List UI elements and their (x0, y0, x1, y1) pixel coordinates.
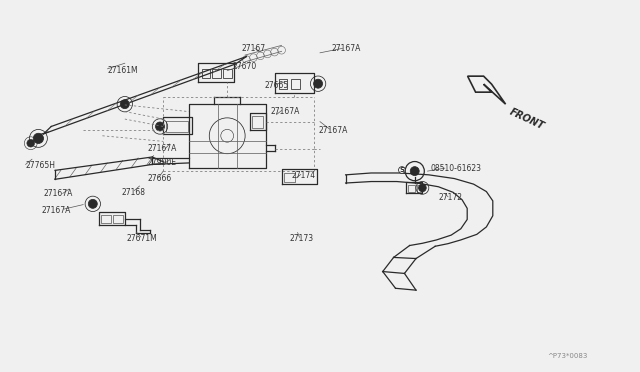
Text: FRONT: FRONT (508, 107, 545, 132)
Bar (417, 185, 421, 192)
Text: 27172: 27172 (438, 193, 462, 202)
Text: 27167: 27167 (242, 44, 266, 53)
Text: 27167A: 27167A (271, 107, 300, 116)
Text: S: S (399, 167, 404, 173)
Text: ^P73*0083: ^P73*0083 (547, 353, 588, 359)
Bar (279, 79, 287, 89)
Circle shape (419, 184, 426, 192)
Text: 27665: 27665 (264, 81, 289, 90)
Bar (291, 79, 300, 89)
Text: 27167A: 27167A (332, 44, 361, 53)
Text: 27167A: 27167A (319, 126, 348, 135)
Bar (101, 215, 111, 223)
Text: 27167A: 27167A (42, 206, 71, 215)
Text: 27670: 27670 (232, 62, 257, 71)
Circle shape (156, 122, 164, 131)
Circle shape (27, 140, 35, 147)
Circle shape (120, 100, 129, 109)
Circle shape (410, 167, 419, 176)
Bar (113, 215, 123, 223)
Text: 27173: 27173 (290, 234, 314, 243)
Text: 08510-61623: 08510-61623 (430, 164, 481, 173)
Circle shape (88, 199, 97, 208)
Text: 27167A: 27167A (147, 144, 177, 153)
Text: 27666: 27666 (147, 174, 172, 183)
Bar (223, 69, 232, 78)
Text: 27174: 27174 (291, 171, 316, 180)
Text: 27167A: 27167A (44, 189, 73, 198)
Text: 27765H: 27765H (26, 161, 56, 170)
Text: 27168: 27168 (122, 188, 146, 197)
Bar (202, 69, 210, 78)
Text: 27671M: 27671M (127, 234, 157, 243)
Bar (408, 185, 415, 192)
Circle shape (33, 133, 44, 144)
Bar (166, 121, 188, 132)
Text: 27990E: 27990E (147, 158, 176, 167)
Bar (252, 116, 263, 128)
Text: 27161M: 27161M (108, 66, 138, 75)
Bar (212, 69, 221, 78)
Bar (284, 173, 295, 182)
Circle shape (314, 79, 323, 88)
